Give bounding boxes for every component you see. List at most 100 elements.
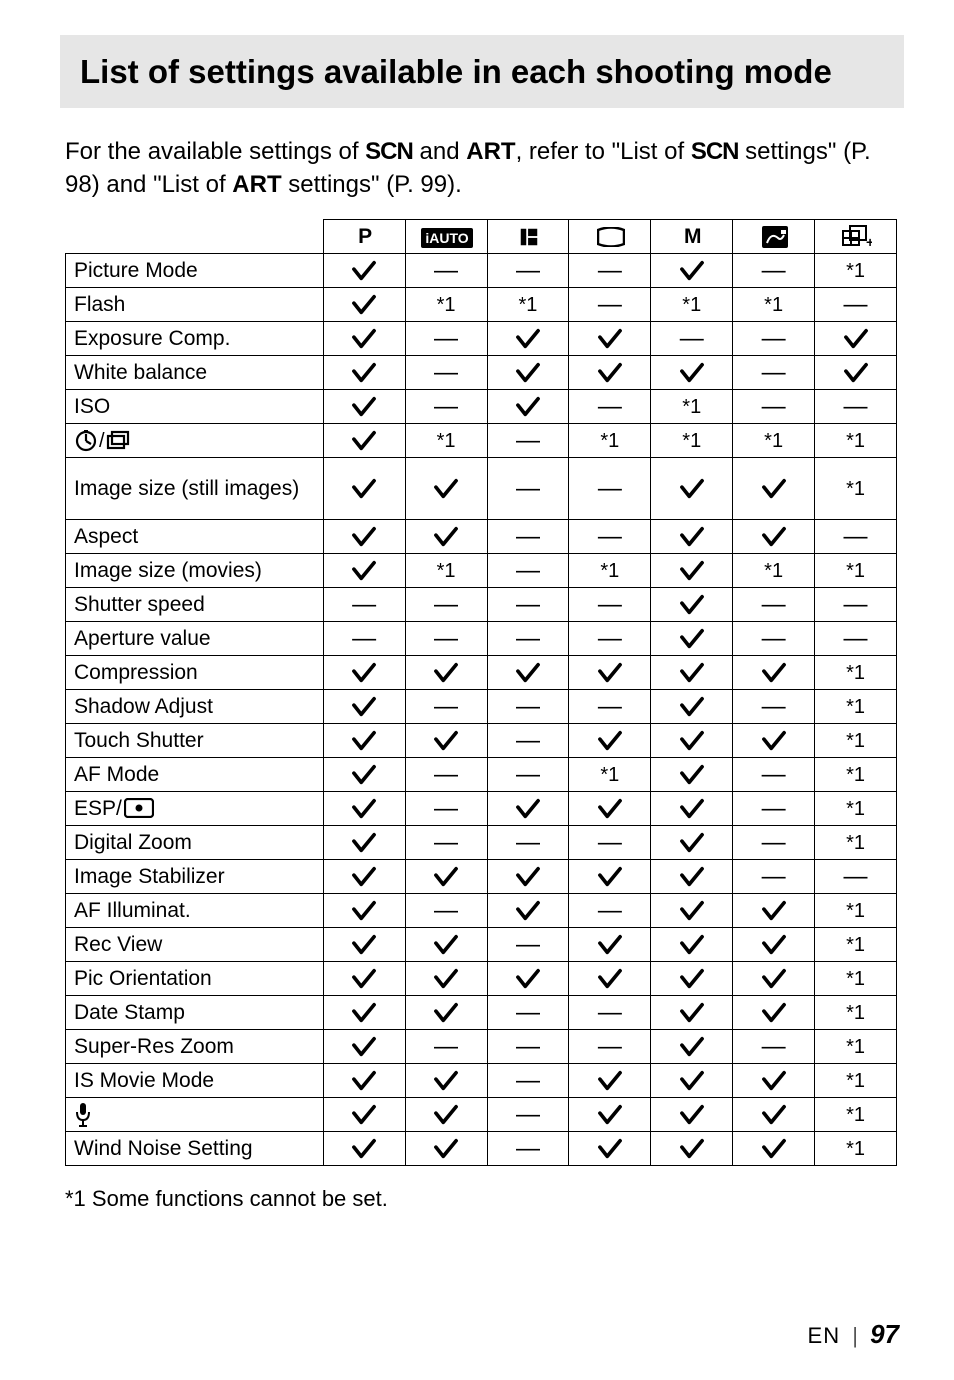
- footer-lang: EN: [808, 1323, 841, 1348]
- check-icon: [432, 933, 460, 957]
- table-cell: —: [323, 622, 405, 656]
- row-label: Compression: [66, 656, 324, 690]
- table-cell: [323, 690, 405, 724]
- table-cell: [733, 894, 815, 928]
- table-cell: [569, 1132, 651, 1166]
- row-label: /: [66, 424, 324, 458]
- check-icon: [350, 661, 378, 685]
- check-icon: [678, 1069, 706, 1093]
- dash-icon: —: [598, 591, 622, 619]
- table-cell: [569, 792, 651, 826]
- table-cell: —: [569, 996, 651, 1030]
- star1-label: *1: [846, 832, 865, 855]
- table-row: Image Stabilizer——: [66, 860, 897, 894]
- dash-icon: —: [844, 591, 868, 619]
- table-row: Flash*1*1—*1*1—: [66, 288, 897, 322]
- table-row: IS Movie Mode—*1: [66, 1064, 897, 1098]
- header-iauto: iAUTO: [405, 220, 487, 254]
- table-cell: [487, 656, 569, 690]
- svg-text:+: +: [866, 234, 872, 249]
- photostory-icon: +: [842, 224, 872, 247]
- table-cell: —: [733, 758, 815, 792]
- table-cell: —: [733, 1030, 815, 1064]
- table-cell: [323, 928, 405, 962]
- dash-icon: —: [516, 1067, 540, 1095]
- table-cell: [323, 1030, 405, 1064]
- table-cell: —: [405, 390, 487, 424]
- table-cell: *1: [405, 424, 487, 458]
- check-icon: [350, 395, 378, 419]
- table-cell: —: [815, 588, 897, 622]
- table-cell: *1: [487, 288, 569, 322]
- dash-icon: —: [516, 1135, 540, 1163]
- table-cell: —: [733, 792, 815, 826]
- star1-label: *1: [682, 430, 701, 453]
- table-cell: —: [487, 458, 569, 520]
- check-icon: [760, 967, 788, 991]
- table-cell: *1: [815, 1064, 897, 1098]
- check-icon: [350, 1137, 378, 1161]
- dash-icon: —: [598, 829, 622, 857]
- table-cell: [733, 1132, 815, 1166]
- header-m: M: [651, 220, 733, 254]
- table-cell: [323, 1064, 405, 1098]
- table-cell: [733, 724, 815, 758]
- table-row: Shutter speed——————: [66, 588, 897, 622]
- check-icon: [432, 477, 460, 501]
- check-icon: [678, 559, 706, 583]
- table-row: Digital Zoom————*1: [66, 826, 897, 860]
- dash-icon: —: [516, 1033, 540, 1061]
- table-cell: [323, 390, 405, 424]
- intro-part3: , refer to "List of: [516, 138, 691, 165]
- dash-icon: —: [762, 257, 786, 285]
- table-cell: [405, 1064, 487, 1098]
- check-icon: [596, 327, 624, 351]
- table-cell: [733, 1098, 815, 1132]
- check-icon: [678, 695, 706, 719]
- star1-label: *1: [846, 560, 865, 583]
- dash-icon: —: [762, 863, 786, 891]
- check-icon: [432, 1069, 460, 1093]
- check-icon: [760, 1001, 788, 1025]
- dash-icon: —: [762, 1033, 786, 1061]
- check-icon: [678, 865, 706, 889]
- drive-timer-icon: /: [74, 428, 134, 451]
- check-icon: [760, 933, 788, 957]
- check-icon: [760, 1069, 788, 1093]
- dash-icon: —: [434, 325, 458, 353]
- table-cell: [323, 724, 405, 758]
- dash-icon: —: [762, 359, 786, 387]
- settings-table: P iAUTO M + Picture Mode————*1Flash*1*1—…: [65, 219, 897, 1166]
- intro-text: For the available settings of SCN and AR…: [65, 136, 899, 201]
- star1-label: *1: [846, 798, 865, 821]
- table-cell: [569, 356, 651, 390]
- table-cell: —: [487, 724, 569, 758]
- check-icon: [596, 967, 624, 991]
- iauto-icon: iAUTO: [421, 228, 472, 248]
- row-label: Image size (movies): [66, 554, 324, 588]
- dash-icon: —: [598, 523, 622, 551]
- table-cell: *1: [815, 656, 897, 690]
- check-icon: [432, 729, 460, 753]
- table-cell: [487, 860, 569, 894]
- table-cell: [323, 254, 405, 288]
- check-icon: [432, 1137, 460, 1161]
- check-icon: [678, 729, 706, 753]
- star1-label: *1: [764, 294, 783, 317]
- check-icon: [350, 1001, 378, 1025]
- check-icon: [350, 797, 378, 821]
- dash-icon: —: [352, 591, 376, 619]
- table-cell: [405, 458, 487, 520]
- microphone-icon: [74, 1102, 92, 1125]
- table-cell: —: [569, 826, 651, 860]
- table-cell: [405, 962, 487, 996]
- table-cell: —: [405, 588, 487, 622]
- table-cell: [405, 520, 487, 554]
- table-header-row: P iAUTO M +: [66, 220, 897, 254]
- star1-label: *1: [437, 294, 456, 317]
- table-cell: [487, 390, 569, 424]
- row-label: [66, 1098, 324, 1132]
- check-icon: [596, 729, 624, 753]
- dash-icon: —: [844, 291, 868, 319]
- dash-icon: —: [598, 291, 622, 319]
